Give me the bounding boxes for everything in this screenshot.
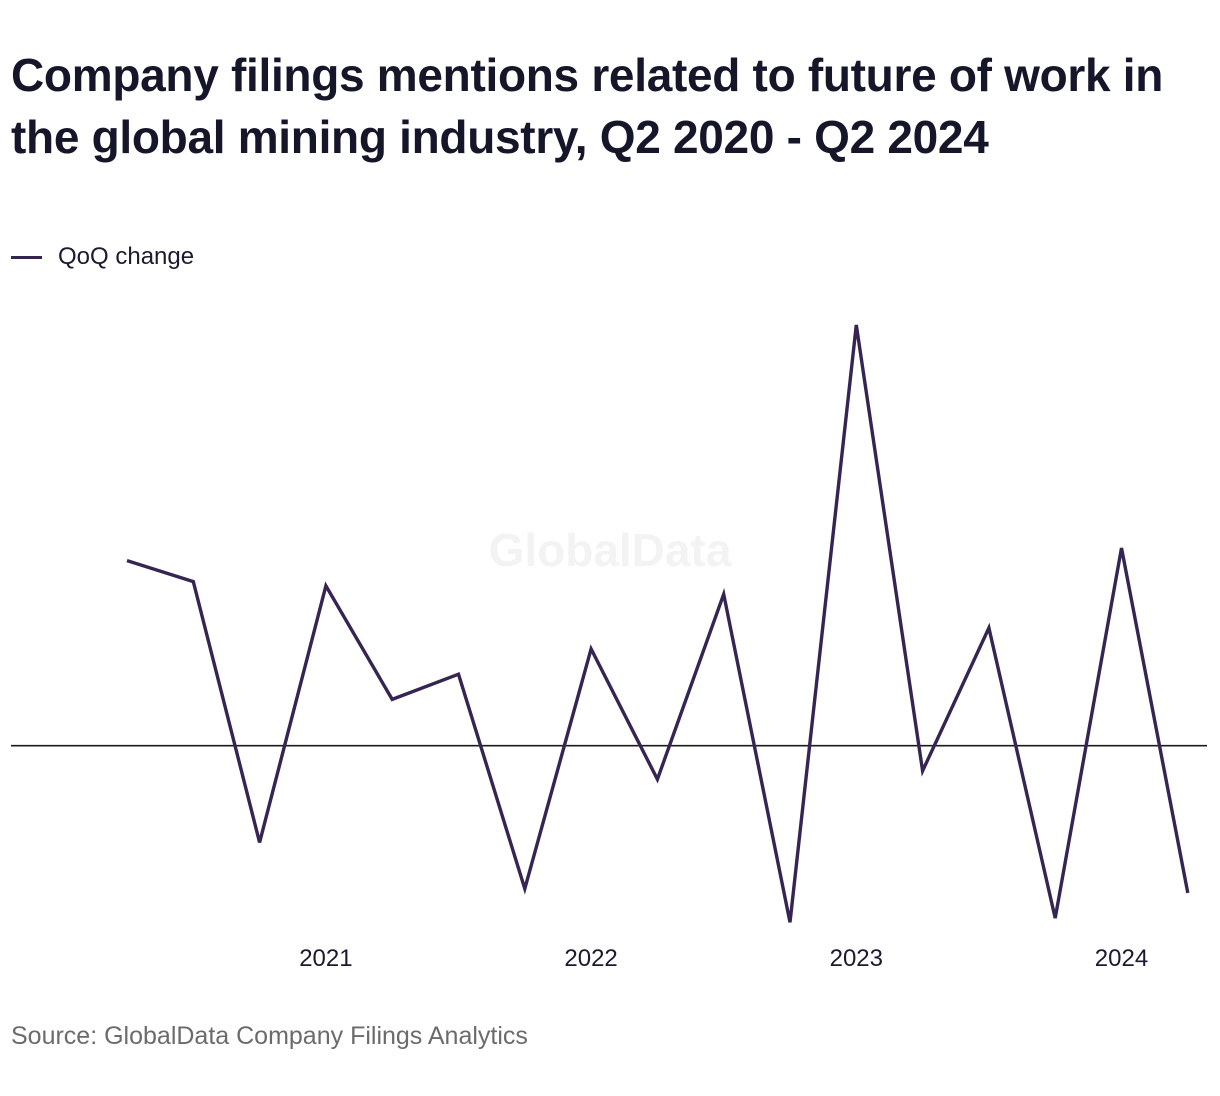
watermark: GlobalData xyxy=(489,524,732,576)
x-tick-label: 2021 xyxy=(299,945,352,972)
legend-label: QoQ change xyxy=(58,243,195,270)
chart-title: Company filings mentions related to futu… xyxy=(11,49,1164,163)
source-note: Source: GlobalData Company Filings Analy… xyxy=(11,1022,528,1050)
x-tick-label: 2024 xyxy=(1095,945,1148,972)
tick-labels: 2021 2022 2023 2024 xyxy=(299,945,1148,972)
legend-swatch xyxy=(11,255,42,259)
line-chart: GlobalData 2021 2022 2023 2024 xyxy=(11,324,1207,972)
legend: QoQ change xyxy=(11,240,194,274)
series-layer xyxy=(126,324,1190,923)
x-tick-label: 2022 xyxy=(564,945,617,972)
series-line xyxy=(126,324,1190,923)
x-tick-label: 2023 xyxy=(830,945,883,972)
